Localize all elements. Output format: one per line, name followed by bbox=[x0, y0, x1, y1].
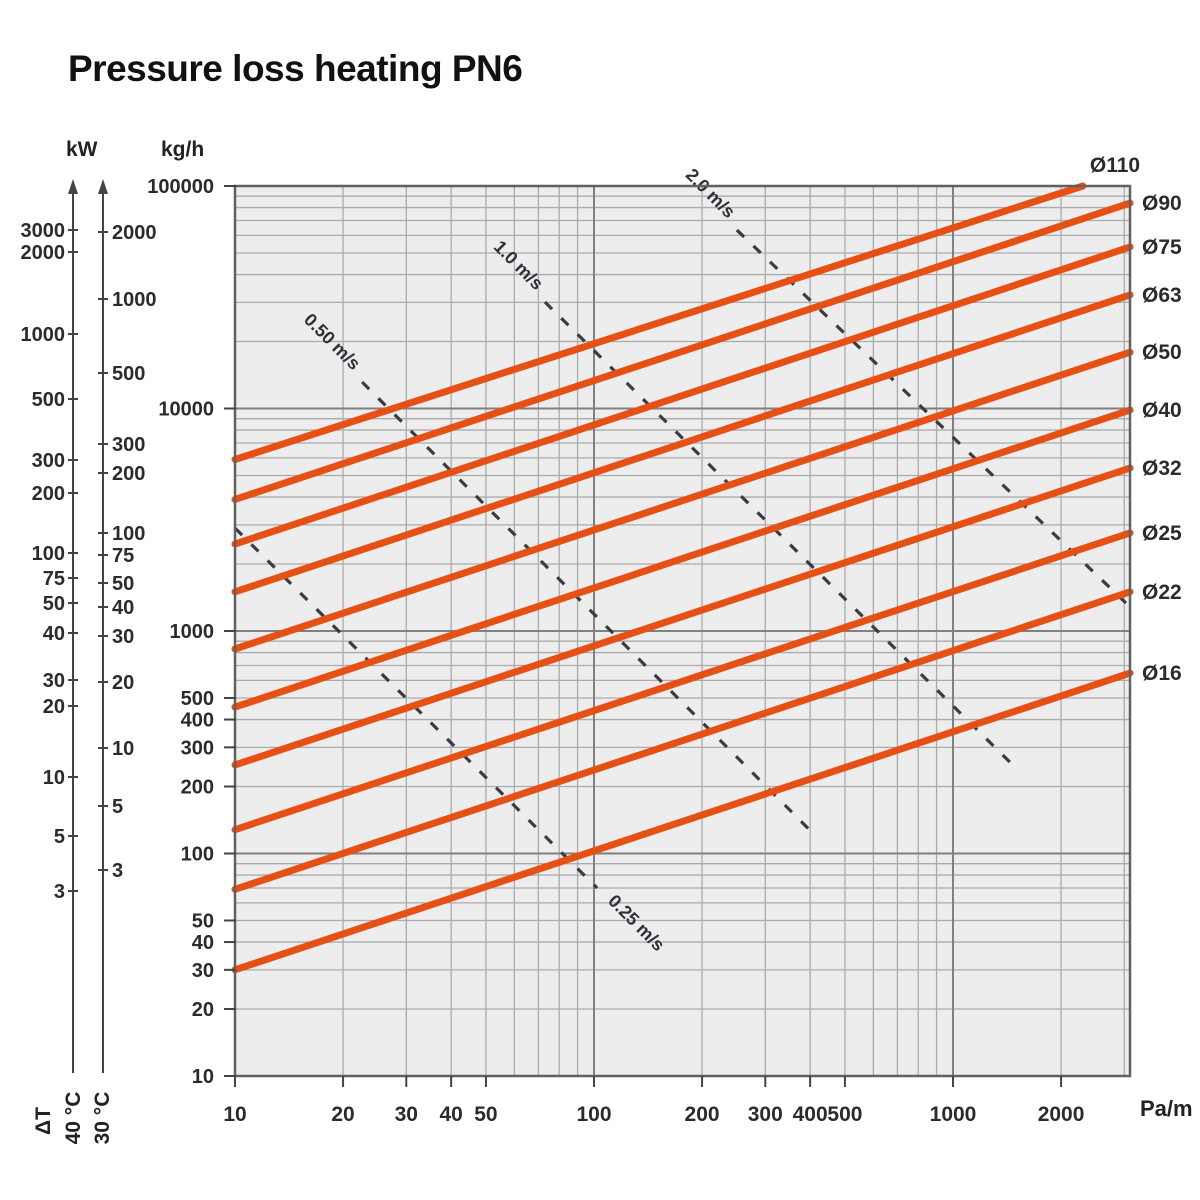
kgh-axis-unit-label: kg/h bbox=[161, 138, 205, 161]
x-tick-label: 30 bbox=[395, 1103, 418, 1126]
x-tick-label: 400 bbox=[793, 1103, 828, 1126]
kw30-tick-label: 50 bbox=[112, 573, 134, 595]
y-tick-label: 10 bbox=[192, 1066, 214, 1088]
x-tick-label: 500 bbox=[827, 1103, 862, 1126]
kw30-tick-label: 30 bbox=[112, 626, 134, 648]
pipe-line bbox=[231, 669, 1134, 974]
y-tick-label: 10000 bbox=[158, 399, 214, 421]
pipe-diameter-label: Ø40 bbox=[1142, 399, 1182, 422]
pipe-diameter-label: Ø75 bbox=[1142, 236, 1182, 259]
kw40-tick-label: 10 bbox=[43, 767, 65, 789]
kw40-tick-label: 20 bbox=[43, 696, 65, 718]
x-tick-label: 2000 bbox=[1038, 1103, 1085, 1126]
x-tick-label: 40 bbox=[439, 1103, 462, 1126]
chart-title: Pressure loss heating PN6 bbox=[68, 48, 523, 89]
pam-axis-unit-label: Pa/m bbox=[1140, 1096, 1193, 1121]
kw40-tick-label: 3000 bbox=[21, 220, 66, 242]
x-tick-label: 10 bbox=[223, 1103, 246, 1126]
pipe-diameter-label: Ø25 bbox=[1142, 522, 1182, 545]
pipe-line bbox=[231, 406, 1134, 711]
kw40-tick-label: 30 bbox=[43, 670, 65, 692]
pipe-line bbox=[231, 182, 1087, 463]
y-tick-label: 100000 bbox=[147, 176, 214, 198]
velocity-line bbox=[543, 300, 1020, 772]
y-tick-label: 40 bbox=[192, 932, 214, 954]
pipe-line bbox=[231, 348, 1134, 653]
x-tick-label: 50 bbox=[474, 1103, 497, 1126]
x-tick-label: 1000 bbox=[930, 1103, 977, 1126]
kw30-tick-label: 10 bbox=[112, 738, 134, 760]
kw40-tick-label: 3 bbox=[54, 881, 65, 903]
pipe-diameter-label: Ø63 bbox=[1142, 284, 1182, 307]
pipe-diameter-label: Ø16 bbox=[1142, 662, 1182, 685]
kw30-tick-label: 100 bbox=[112, 523, 145, 545]
kw30-tick-label: 2000 bbox=[112, 222, 157, 244]
pipe-line bbox=[231, 243, 1134, 548]
kw40-tick-label: 1000 bbox=[21, 324, 66, 346]
y-tick-label: 200 bbox=[181, 777, 214, 799]
kw40-tick-label: 100 bbox=[32, 543, 65, 565]
y-tick-label: 100 bbox=[181, 844, 214, 866]
y-tick-label: 300 bbox=[181, 737, 214, 759]
pipe-diameter-label: Ø110 bbox=[1090, 154, 1140, 177]
pipe-line bbox=[231, 199, 1134, 503]
kw40-tick-label: 75 bbox=[43, 568, 65, 590]
pipe-line bbox=[231, 464, 1134, 769]
kw30-tick-label: 200 bbox=[112, 463, 145, 485]
kw40-tick-label: 200 bbox=[32, 483, 65, 505]
x-tick-label: 300 bbox=[748, 1103, 783, 1126]
kw30-tick-label: 3 bbox=[112, 860, 123, 882]
x-tick-label: 20 bbox=[331, 1103, 354, 1126]
x-tick-label: 200 bbox=[685, 1103, 720, 1126]
kw30-tick-label: 5 bbox=[112, 796, 123, 818]
kw40-tick-label: 50 bbox=[43, 593, 65, 615]
pipe-line bbox=[231, 529, 1134, 834]
pipe-diameter-label: Ø50 bbox=[1142, 341, 1182, 364]
pipe-line bbox=[231, 291, 1134, 596]
y-tick-label: 30 bbox=[192, 960, 214, 982]
y-tick-label: 50 bbox=[192, 910, 214, 932]
pipe-line bbox=[231, 588, 1134, 893]
kw30-tick-label: 75 bbox=[112, 545, 134, 567]
y-tick-label: 500 bbox=[181, 688, 214, 710]
kw40-tick-label: 2000 bbox=[21, 242, 66, 264]
kw30-tick-label: 40 bbox=[112, 597, 134, 619]
kw30-tick-label: 20 bbox=[112, 672, 134, 694]
kw-axis-unit-label: kW bbox=[66, 138, 98, 161]
y-tick-label: 20 bbox=[192, 999, 214, 1021]
y-tick-label: 400 bbox=[181, 710, 214, 732]
kw30-tick-label: 300 bbox=[112, 434, 145, 456]
kw40-tick-label: 5 bbox=[54, 826, 65, 848]
kw40-tick-label: 40 bbox=[43, 623, 65, 645]
kw40-tick-label: 300 bbox=[32, 450, 65, 472]
y-tick-label: 1000 bbox=[170, 621, 215, 643]
pipe-diameter-label: Ø22 bbox=[1142, 581, 1182, 604]
kw30-tick-label: 500 bbox=[112, 363, 145, 385]
pipe-diameter-label: Ø90 bbox=[1142, 192, 1182, 215]
kw40-tick-label: 500 bbox=[32, 389, 65, 411]
x-tick-label: 100 bbox=[576, 1103, 611, 1126]
pipe-diameter-label: Ø32 bbox=[1142, 457, 1182, 480]
kw-scale-arrow bbox=[68, 179, 78, 194]
kw30-tick-label: 1000 bbox=[112, 289, 157, 311]
kw-scale-arrow bbox=[98, 179, 108, 194]
